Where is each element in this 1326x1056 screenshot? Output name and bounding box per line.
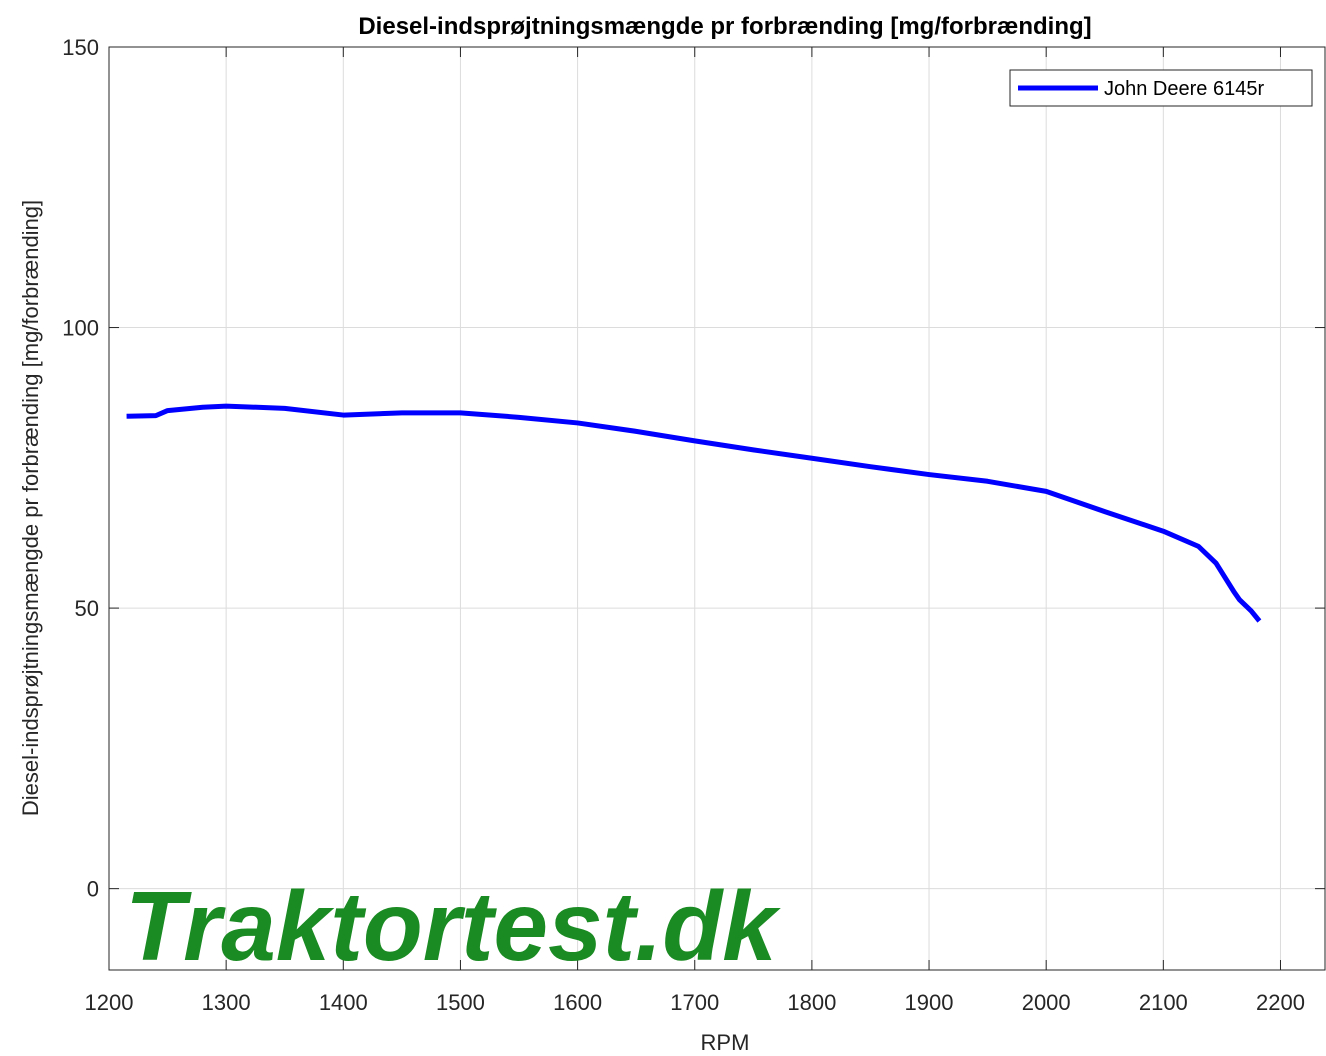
x-tick-label: 1800 [787, 990, 836, 1015]
x-tick-label: 1500 [436, 990, 485, 1015]
legend-label: John Deere 6145r [1104, 78, 1264, 100]
y-tick-label: 100 [62, 316, 99, 341]
y-tick-label: 50 [75, 596, 99, 621]
x-tick-label: 1600 [553, 990, 602, 1015]
x-tick-label: 2200 [1256, 990, 1305, 1015]
plot-frame [108, 46, 1326, 971]
data-line [126, 403, 1262, 623]
y-axis-label: Diesel-indsprøjtningsmængde pr forbrændi… [18, 200, 43, 816]
x-tick-label: 1300 [202, 990, 251, 1015]
y-tick-label: 150 [62, 35, 99, 60]
x-tick-label: 1700 [670, 990, 719, 1015]
x-tick-label: 2100 [1139, 990, 1188, 1015]
x-tick-label: 2000 [1022, 990, 1071, 1015]
watermark: Traktortest.dk [125, 871, 781, 981]
x-tick-label: 1400 [319, 990, 368, 1015]
y-tick-label: 0 [87, 877, 99, 902]
x-tick-label: 1900 [905, 990, 954, 1015]
x-axis-label: RPM [701, 1030, 750, 1055]
chart-title: Diesel-indsprøjtningsmængde pr forbrændi… [358, 13, 1091, 40]
x-tick-label: 1200 [85, 990, 134, 1015]
